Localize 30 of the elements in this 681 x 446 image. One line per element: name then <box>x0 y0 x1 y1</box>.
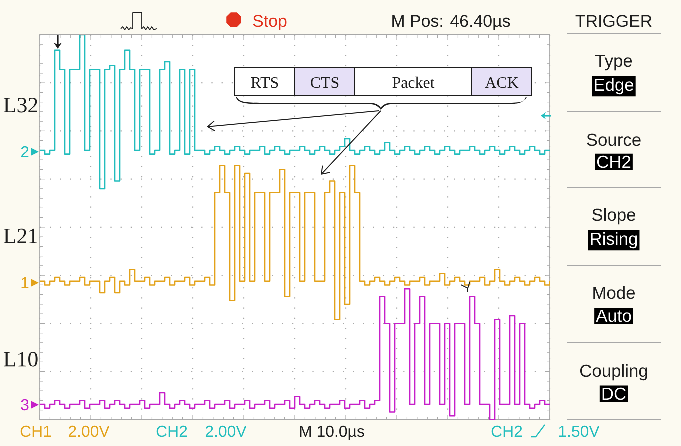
annotation: Packet <box>392 76 435 88</box>
annotation: RTS <box>251 77 278 88</box>
text: 2.00V <box>68 426 110 438</box>
text: Rising <box>591 232 638 249</box>
text: Auto <box>596 310 632 322</box>
text: 3 <box>21 399 29 411</box>
series-label: L10 <box>4 352 38 367</box>
series-label: L32 <box>4 98 38 113</box>
series-label: L21 <box>4 228 38 244</box>
text: Type <box>595 54 632 71</box>
text: CH2 <box>156 426 188 438</box>
text: 2.00V <box>206 426 247 438</box>
text: 1 <box>22 278 29 288</box>
text: DC <box>602 388 626 400</box>
text: Source <box>587 134 641 146</box>
text: M 10.0µs <box>300 426 364 440</box>
text: TRIGGER <box>576 15 652 28</box>
text: CH2 <box>597 156 631 168</box>
text: 1.50V <box>559 426 600 438</box>
text: Mode <box>594 286 636 300</box>
text: 2 <box>21 146 29 158</box>
annotation: ACK <box>485 77 519 88</box>
text: Coupling <box>580 364 648 381</box>
text: Stop <box>253 15 287 31</box>
text: CH1 <box>20 426 52 438</box>
text: CH2 <box>492 426 522 438</box>
annotation: CTS <box>311 77 339 88</box>
text: Edge <box>595 78 634 95</box>
text: Slope <box>592 208 636 225</box>
text: M Pos: 46.40µs <box>392 15 510 31</box>
